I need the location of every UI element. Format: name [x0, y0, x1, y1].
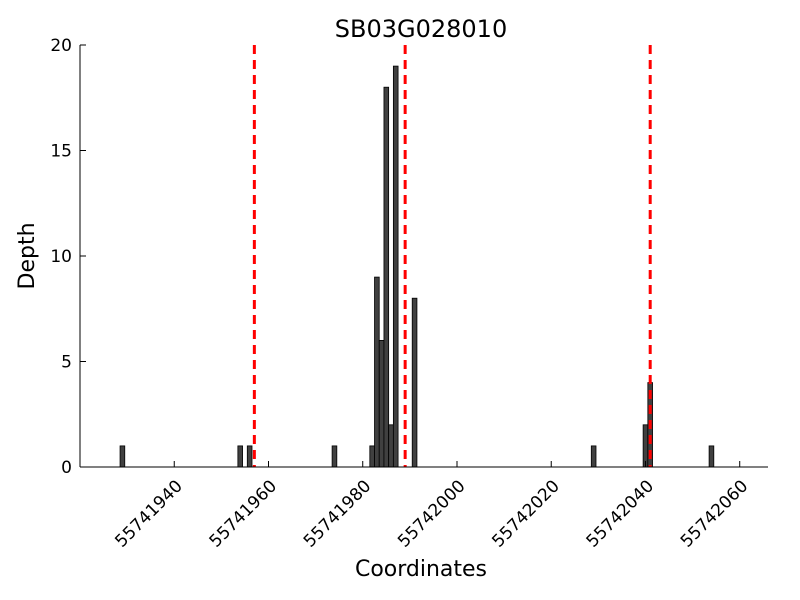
- bar: [369, 445, 375, 468]
- x-tick-label: 55742000: [394, 476, 469, 551]
- x-axis-title: Coordinates: [355, 557, 487, 582]
- bar: [642, 424, 649, 468]
- y-tick-label: 10: [50, 247, 72, 267]
- axes-layer: 0 5 10 15 20 55741940 55741960 55741980 55742000…: [50, 36, 768, 552]
- y-tick-label: 5: [61, 353, 72, 373]
- bar: [708, 445, 715, 468]
- bar: [374, 276, 380, 468]
- reference-lines-layer: [252, 45, 652, 467]
- bar: [246, 445, 253, 468]
- chart-title: SB03G028010: [335, 15, 507, 43]
- bar: [388, 424, 394, 468]
- y-tick-label: 0: [61, 458, 72, 478]
- bar: [590, 445, 597, 468]
- x-tick-label: 55742040: [583, 476, 658, 551]
- y-axis-title: Depth: [15, 222, 40, 289]
- bar: [119, 445, 126, 468]
- bar: [378, 339, 385, 468]
- bar: [237, 445, 243, 468]
- y-tick-label: 20: [50, 36, 72, 56]
- bar: [383, 86, 390, 468]
- bar: [392, 65, 399, 468]
- y-tick-label: 15: [50, 142, 72, 162]
- x-tick-label: 55741960: [206, 476, 281, 551]
- x-tick-label: 55742020: [488, 476, 563, 551]
- bar: [411, 297, 418, 468]
- x-tick-label: 55742060: [677, 476, 752, 551]
- x-tick-label: 55741980: [300, 476, 375, 551]
- bar: [331, 445, 338, 468]
- x-tick-label: 55741940: [111, 476, 186, 551]
- bars-layer: [119, 65, 715, 468]
